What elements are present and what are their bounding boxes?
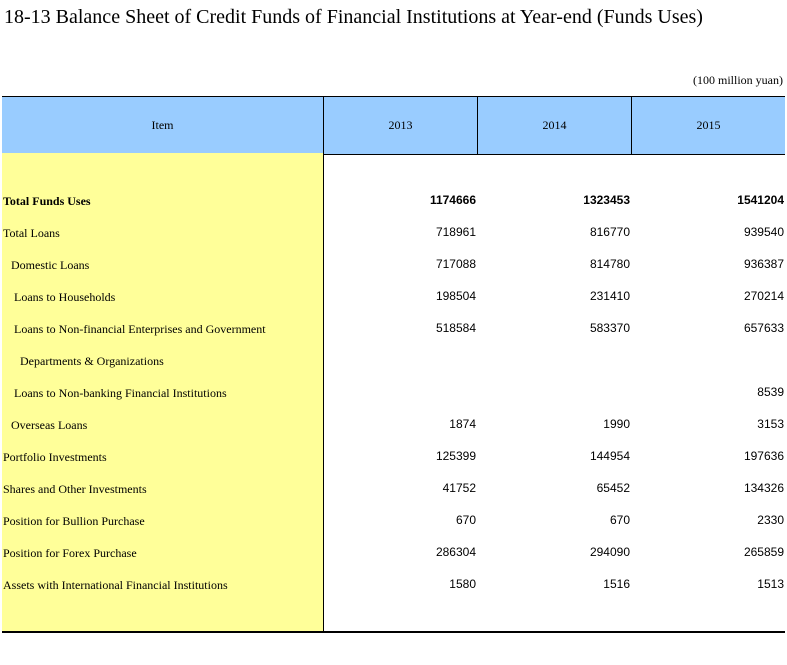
- cell-2015: 134326: [743, 481, 784, 495]
- table-header: Item 2013 2014 2015: [2, 96, 785, 155]
- cell-2015: 1513: [757, 577, 784, 591]
- row-label: Loans to Households: [14, 290, 116, 304]
- cell-2014: 1323453: [583, 193, 630, 207]
- row-label: Assets with International Financial Inst…: [3, 578, 228, 592]
- row-label: Position for Forex Purchase: [3, 546, 137, 560]
- cell-2013: 1580: [449, 577, 476, 591]
- header-year-2015: 2015: [696, 118, 721, 132]
- row-label: Portfolio Investments: [3, 450, 107, 464]
- page-title: 18-13 Balance Sheet of Credit Funds of F…: [4, 6, 703, 28]
- item-column-background: [2, 153, 324, 631]
- table-row: Loans to Non-banking Financial Instituti…: [0, 376, 787, 408]
- row-label: Total Loans: [3, 226, 60, 240]
- cell-2013: 518584: [435, 321, 476, 335]
- table-row: Domestic Loans 717088 814780 936387: [0, 248, 787, 280]
- cell-2015: 8539: [757, 385, 784, 399]
- row-label: Loans to Non-financial Enterprises and G…: [14, 322, 266, 336]
- cell-2014: 1990: [603, 417, 630, 431]
- cell-2015: 197636: [743, 449, 784, 463]
- unit-label: (100 million yuan): [693, 73, 783, 87]
- table-bottom-rule: [2, 631, 785, 633]
- table-row: Position for Bullion Purchase 670 670 23…: [0, 504, 787, 536]
- cell-2015: 3153: [757, 417, 784, 431]
- cell-2013: 286304: [435, 545, 476, 559]
- header-year-2014: 2014: [478, 97, 632, 154]
- cell-2013: 1174666: [429, 193, 476, 207]
- row-label: Overseas Loans: [11, 418, 88, 432]
- row-label: Shares and Other Investments: [3, 482, 147, 496]
- cell-2015: 939540: [743, 225, 784, 239]
- row-label: Total Funds Uses: [3, 194, 91, 208]
- table-row: Shares and Other Investments 41752 65452…: [0, 472, 787, 504]
- cell-2014: 670: [609, 513, 630, 527]
- row-label: Departments & Organizations: [20, 354, 164, 368]
- cell-2014: 816770: [589, 225, 630, 239]
- table-row: Portfolio Investments 125399 144954 1976…: [0, 440, 787, 472]
- cell-2014: 144954: [589, 449, 630, 463]
- cell-2014: 231410: [589, 289, 630, 303]
- table-row: Overseas Loans 1874 1990 3153: [0, 408, 787, 440]
- cell-2013: 125399: [435, 449, 476, 463]
- table-row: Loans to Households 198504 231410 270214: [0, 280, 787, 312]
- table-row: Total Funds Uses 1174666 1323453 1541204: [0, 184, 787, 216]
- cell-2015: 270214: [743, 289, 784, 303]
- table-body: Total Funds Uses 1174666 1323453 1541204…: [0, 184, 787, 600]
- row-label: Loans to Non-banking Financial Instituti…: [14, 386, 227, 400]
- header-year-2013: 2013: [324, 97, 478, 154]
- cell-2014: 814780: [589, 257, 630, 271]
- cell-2014: 294090: [589, 545, 630, 559]
- cell-2013: 717088: [435, 257, 476, 271]
- cell-2015: 936387: [743, 257, 784, 271]
- cell-2014: 65452: [596, 481, 630, 495]
- table-row: Assets with International Financial Inst…: [0, 568, 787, 600]
- cell-2013: 670: [455, 513, 476, 527]
- cell-2013: 718961: [435, 225, 476, 239]
- cell-2014: 1516: [603, 577, 630, 591]
- cell-2013: 198504: [435, 289, 476, 303]
- cell-2014: 583370: [589, 321, 630, 335]
- cell-2013: 1874: [449, 417, 476, 431]
- cell-2013: 41752: [442, 481, 476, 495]
- row-label: Position for Bullion Purchase: [3, 514, 145, 528]
- table-row: Position for Forex Purchase 286304 29409…: [0, 536, 787, 568]
- cell-2015: 1541204: [737, 193, 784, 207]
- cell-2015: 265859: [743, 545, 784, 559]
- table-row: Departments & Organizations: [0, 344, 787, 376]
- cell-2015: 2330: [757, 513, 784, 527]
- header-item: Item: [2, 97, 324, 154]
- table-row: Loans to Non-financial Enterprises and G…: [0, 312, 787, 344]
- table-row: Total Loans 718961 816770 939540: [0, 216, 787, 248]
- cell-2015: 657633: [743, 321, 784, 335]
- row-label: Domestic Loans: [11, 258, 90, 272]
